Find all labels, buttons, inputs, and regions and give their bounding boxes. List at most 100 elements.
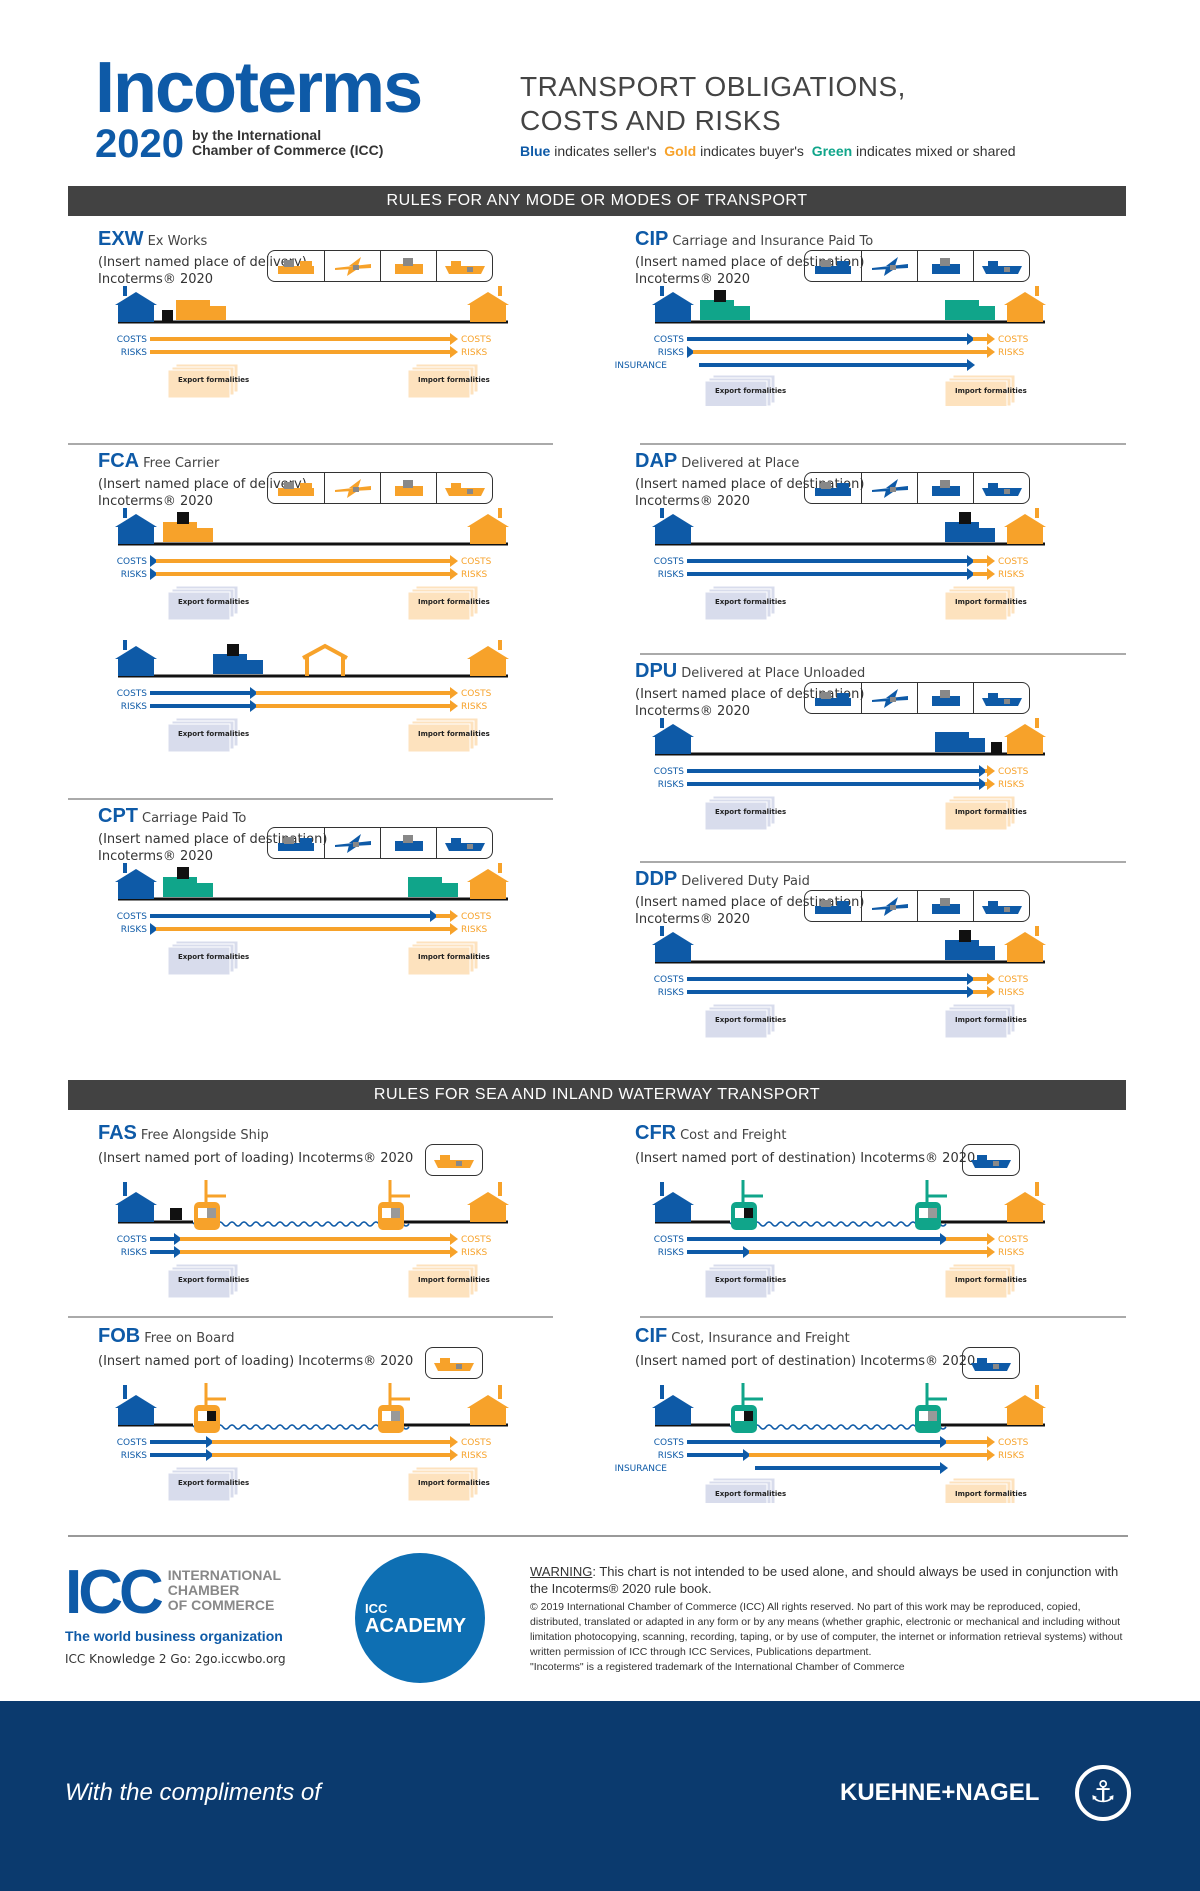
seller-premises-icon	[115, 286, 157, 322]
risks-label-seller: RISKS	[121, 1451, 148, 1461]
ship-icon	[915, 1180, 947, 1230]
obligation-diagram: COSTS COSTS RISKS RISKS Export formalities Im…	[115, 1180, 509, 1299]
divider	[68, 798, 553, 800]
house-chimney	[660, 508, 664, 518]
document-sheet	[407, 723, 471, 753]
costs-buyer-arrow-head	[450, 333, 458, 345]
costs-label-buyer: COSTS	[998, 335, 1029, 345]
house-body	[1007, 736, 1043, 754]
insurance-arrow-head	[967, 359, 975, 371]
rule-code: DPU	[635, 660, 678, 682]
mode-cell	[917, 251, 973, 281]
house-body	[655, 1407, 691, 1425]
export-formalities-doc-label: Export formalities	[178, 730, 249, 738]
rule-cfr: CFR Cost and Freight (Insert named port of…	[605, 1122, 1046, 1299]
import-formalities-doc-label: Import formalities	[418, 1276, 490, 1284]
rule-cif: CIF Cost, Insurance and Freight (Insert na…	[605, 1325, 1046, 1503]
rule-title: CIF Cost, Insurance and Freight	[635, 1325, 850, 1348]
risks-label-buyer: RISKS	[998, 570, 1025, 580]
obligation-diagram: COSTS COSTS RISKS RISKS Export formalities Im…	[115, 863, 509, 976]
copyright-text: © 2019 International Chamber of Commerce…	[530, 1601, 1123, 1658]
house-chimney	[1035, 1182, 1039, 1196]
costs-seller-arrow-head	[967, 333, 975, 345]
named-place-text: (Insert named place of destination) Inco…	[635, 255, 865, 287]
house-chimney	[660, 926, 664, 936]
named-place-text: (Insert named port of loading) Incoterms…	[98, 1354, 414, 1369]
document-sheet	[407, 591, 471, 621]
house-roof	[467, 292, 509, 305]
water-waves	[192, 1221, 410, 1227]
document-sheet	[944, 1483, 1008, 1503]
ship-truck-icon	[278, 260, 314, 274]
truck-body	[945, 522, 979, 542]
academy-icc: ICC	[365, 1601, 388, 1616]
warning-text: : This chart is not intended to be used …	[530, 1564, 1119, 1596]
house-roof	[115, 1192, 157, 1205]
document-sheet	[944, 380, 1008, 406]
rule-title: DDP Delivered Duty Paid	[635, 868, 810, 891]
truck-icon	[394, 480, 423, 496]
export-formalities-doc-label: Export formalities	[715, 1016, 786, 1024]
ship-cargo	[391, 1411, 400, 1421]
risks-buyer-arrow-head	[987, 346, 995, 358]
house-roof	[1004, 1192, 1046, 1205]
ship-icon	[731, 1180, 763, 1230]
export-formalities-doc: Export formalities	[704, 1263, 786, 1299]
house-roof	[115, 646, 157, 659]
costs-seller-arrow-head	[430, 910, 438, 922]
ship-icon	[731, 1383, 763, 1433]
import-formalities-doc-label: Import formalities	[955, 1276, 1027, 1284]
house-chimney	[1035, 508, 1039, 518]
rule-cip: CIP Carriage and Insurance Paid To (Insert…	[605, 228, 1046, 406]
document-sheet	[704, 591, 768, 621]
ship-icon	[981, 901, 1022, 914]
footer-divider	[68, 1535, 1128, 1537]
mode-cell	[268, 473, 324, 503]
mode-cell	[963, 1145, 1019, 1175]
sponsor-band: With the compliments of KUEHNE+NAGEL ⚓	[0, 1701, 1200, 1891]
truck-body	[213, 654, 247, 674]
buyer-premises-icon	[467, 1385, 509, 1425]
costs-seller-arrow-head	[174, 1233, 182, 1245]
import-formalities-doc-label: Import formalities	[418, 598, 490, 606]
house-body	[118, 658, 154, 676]
truck-body	[408, 877, 442, 897]
rule-fob: FOB Free on Board (Insert named port of lo…	[68, 1325, 509, 1502]
seller-premises-icon	[652, 508, 694, 544]
house-roof	[1004, 514, 1046, 527]
rule-name: Cost, Insurance and Freight	[671, 1331, 850, 1346]
risks-buyer-arrow-head	[450, 923, 458, 935]
house-chimney	[123, 508, 127, 518]
import-formalities-doc: Import formalities	[407, 363, 490, 399]
risks-label-seller: RISKS	[658, 988, 685, 998]
mode-cell	[963, 1348, 1019, 1378]
rule-code: CIF	[635, 1325, 668, 1347]
ship-cargo	[928, 1208, 937, 1218]
costs-seller-arrow-head	[250, 687, 258, 699]
house-body	[470, 658, 506, 676]
icc-letters: ICC	[65, 1558, 164, 1627]
export-formalities-doc-label: Export formalities	[178, 1479, 249, 1487]
costs-label-buyer: COSTS	[461, 912, 492, 922]
document-sheet	[407, 1472, 471, 1502]
house-roof	[652, 292, 694, 305]
rule-title: CPT Carriage Paid To	[98, 805, 246, 828]
obligation-diagram: COSTS COSTS RISKS RISKS Export formalities Im…	[115, 508, 509, 621]
document-sheet	[407, 946, 471, 976]
transport-modes-box	[962, 1144, 1020, 1176]
color-legend: Blue indicates seller's Gold indicates b…	[520, 143, 1016, 159]
risks-seller-arrow-head	[150, 568, 158, 580]
costs-seller-arrow-head	[967, 555, 975, 567]
truck-cab	[210, 306, 226, 320]
risks-buyer-arrow-head	[450, 1246, 458, 1258]
rule-title: FOB Free on Board	[98, 1325, 234, 1348]
icc-knowledge-link[interactable]: ICC Knowledge 2 Go: 2go.iccwbo.org	[65, 1652, 286, 1666]
transport-modes-box	[425, 1144, 483, 1176]
mode-cell	[324, 473, 380, 503]
risks-label-buyer: RISKS	[461, 570, 488, 580]
export-formalities-doc: Export formalities	[167, 585, 249, 621]
risks-seller-arrow-head	[174, 1246, 182, 1258]
legend-blue-text: indicates seller's	[550, 143, 665, 159]
truck-cab	[247, 660, 263, 674]
import-formalities-doc-label: Import formalities	[955, 1016, 1027, 1024]
